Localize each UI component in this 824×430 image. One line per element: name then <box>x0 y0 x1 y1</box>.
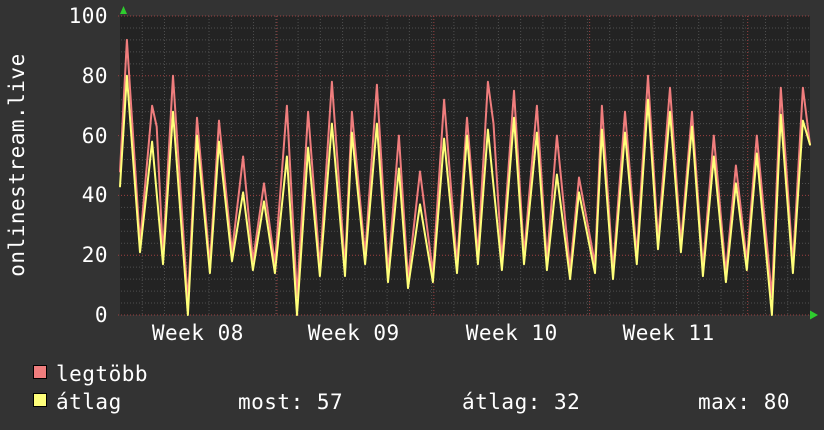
legend-swatch-atlag <box>33 393 47 407</box>
stat-atlag: átlag: 32 <box>462 390 581 414</box>
y-axis-arrow-up-icon <box>120 6 127 14</box>
y-axis-tick-label: 40 <box>81 183 108 208</box>
vertical-axis-label: onlinestream.live <box>5 53 29 277</box>
legend-swatch-legtobb <box>33 365 47 379</box>
y-axis-tick-label: 20 <box>81 243 108 268</box>
y-axis-tick-label: 80 <box>81 63 108 88</box>
x-axis-tick-label: Week 08 <box>151 321 244 345</box>
x-axis-tick-label: Week 09 <box>307 321 400 345</box>
series-line-average <box>119 74 811 316</box>
y-axis-tick-label: 0 <box>94 303 108 327</box>
x-axis-tick-label: Week 10 <box>465 321 558 345</box>
legend-label-legtobb: legtöbb <box>56 362 149 386</box>
y-axis-tick-label: 60 <box>81 123 108 148</box>
stat-max: max: 80 <box>698 390 791 414</box>
y-axis-tick-label: 100 <box>68 4 108 28</box>
x-axis-arrow-right-icon <box>810 310 818 320</box>
x-axis-tick-label: Week 11 <box>622 321 715 345</box>
legend-label-atlag: átlag <box>56 390 122 414</box>
stat-most: most: 57 <box>238 390 344 414</box>
